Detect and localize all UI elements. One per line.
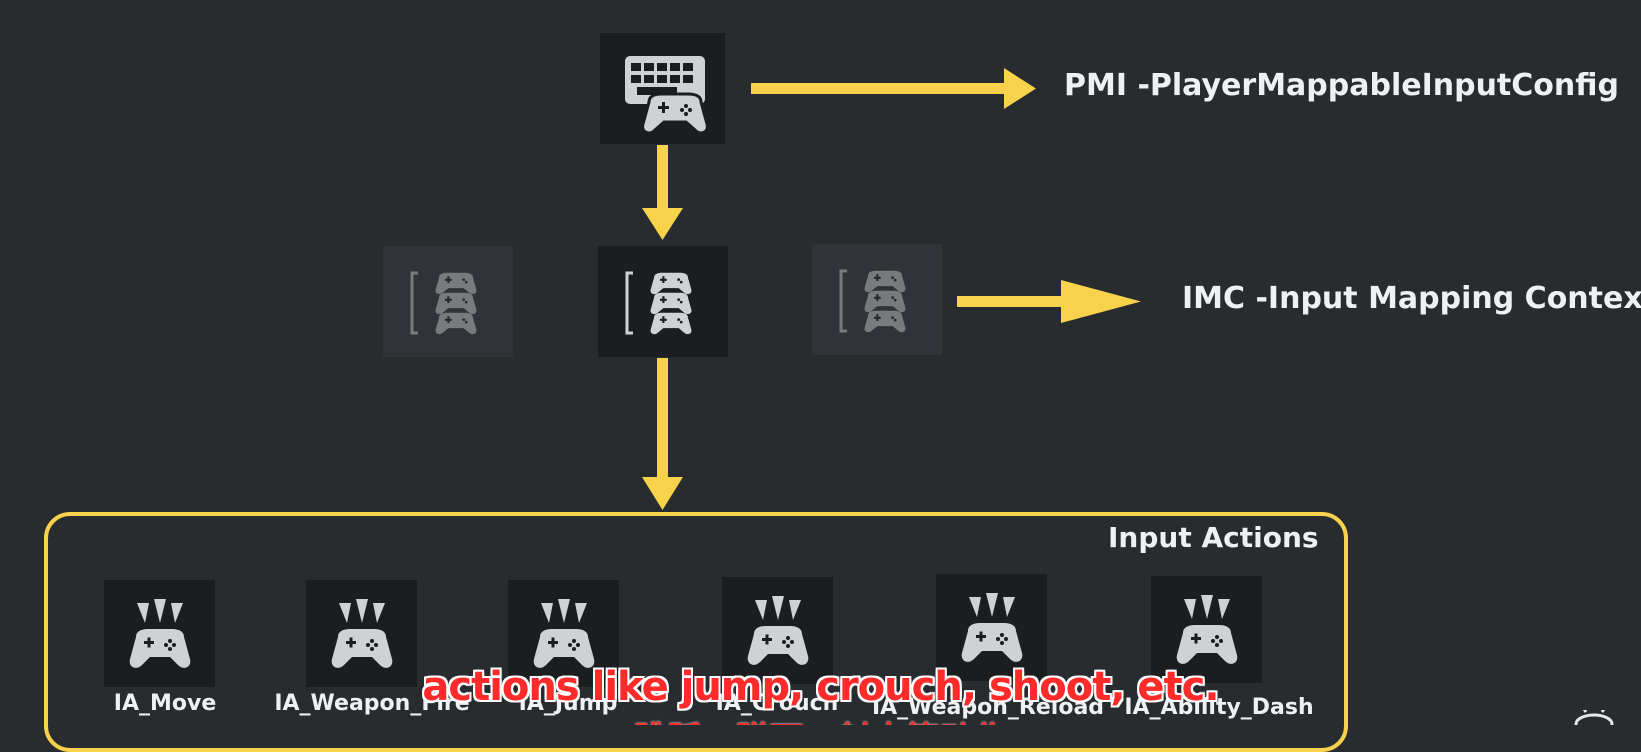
imc-node-right[interactable]	[812, 244, 942, 355]
input-action-gamepad-icon	[961, 592, 1022, 662]
input-actions-title: Input Actions	[1108, 521, 1319, 554]
connector-arrows	[642, 68, 1141, 510]
pmi-node[interactable]	[600, 33, 725, 144]
pmi-label: PMI -PlayerMappableInputConfig	[1064, 68, 1619, 103]
input-action-gamepad-icon	[129, 598, 190, 668]
subtitle-english: actions like jump, crouch, shoot, etc.	[422, 664, 1219, 710]
mapping-context-icon	[625, 271, 692, 334]
input-action-gamepad-icon	[747, 595, 808, 665]
imc-arrow-shaft	[957, 296, 1067, 307]
input-action-gamepad-icon	[533, 598, 594, 668]
pmi-arrow-head	[1004, 68, 1036, 109]
input-action-gamepad-icon	[1176, 594, 1237, 664]
pmi-arrow-shaft	[751, 83, 1011, 94]
keyboard-gamepad-icon	[624, 55, 709, 134]
imc-down-arrow-shaft	[657, 358, 668, 483]
input-action-gamepad-icon	[331, 598, 392, 668]
pmi-down-arrow-head	[642, 208, 683, 240]
ia-crouch-node[interactable]	[722, 577, 833, 684]
ia-label: IA_Crouch	[715, 691, 839, 716]
ia-jump-node[interactable]	[508, 580, 619, 687]
imc-node-left[interactable]	[383, 246, 513, 357]
subtitle-chinese: 跳跃、蹲下、射击等动作	[0, 712, 1641, 725]
imc-label: IMC -Input Mapping Context	[1182, 281, 1641, 316]
imc-arrow-head	[1061, 280, 1141, 323]
ia-label: IA_Move	[113, 691, 217, 716]
corner-logo-icon	[1574, 710, 1614, 725]
ia-label: IA_Weapon_Fire	[274, 691, 470, 716]
ia-move-node[interactable]	[104, 580, 215, 687]
pmi-down-arrow-shaft	[657, 145, 668, 215]
ia-label: IA_Weapon_Reload	[871, 695, 1105, 720]
ia-label: IA_Ability_Dash	[1124, 695, 1314, 720]
imc-node-active[interactable]	[598, 246, 728, 357]
ia-weapon-reload-node[interactable]	[936, 574, 1047, 681]
mapping-context-icon	[839, 269, 906, 332]
ia-label: IA_Jump	[518, 691, 618, 716]
ia-ability-dash-node[interactable]	[1151, 576, 1262, 683]
ia-weapon-fire-node[interactable]	[306, 580, 417, 687]
imc-down-arrow-head	[642, 477, 683, 510]
mapping-context-icon	[410, 271, 477, 334]
